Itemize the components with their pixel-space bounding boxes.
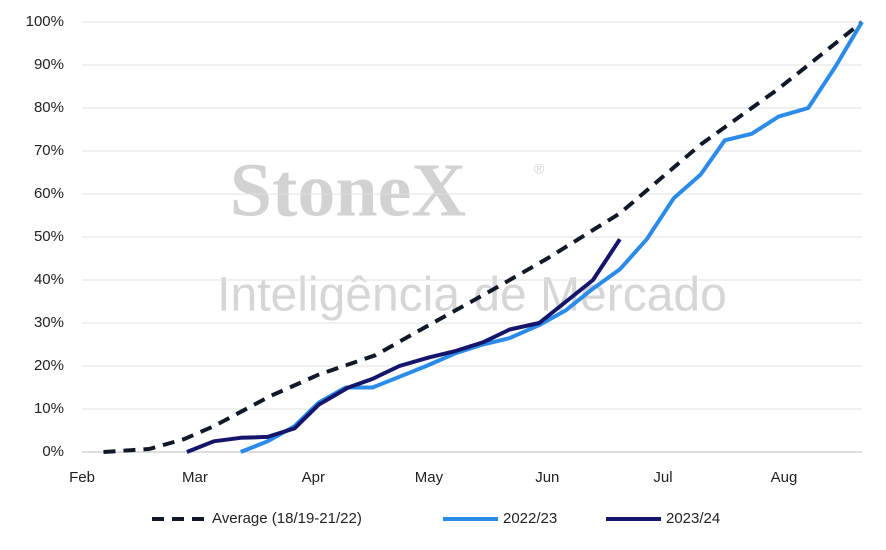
x-tick-label: May (415, 469, 444, 486)
watermark-tagline: Inteligência de Mercado (217, 269, 727, 322)
x-tick-label: Aug (771, 469, 798, 486)
y-tick-label: 30% (34, 314, 64, 331)
y-tick-label: 80% (34, 99, 64, 116)
y-tick-label: 20% (34, 357, 64, 374)
y-tick-label: 50% (34, 228, 64, 245)
x-tick-label: Jul (653, 469, 672, 486)
y-tick-label: 70% (34, 142, 64, 159)
legend-label: 2022/23 (503, 510, 557, 527)
y-tick-label: 90% (34, 56, 64, 73)
y-tick-label: 0% (42, 443, 64, 460)
series-line (186, 238, 622, 454)
x-tick-label: Feb (69, 469, 95, 486)
y-tick-label: 10% (34, 400, 64, 417)
x-tick-label: Apr (302, 469, 325, 486)
y-tick-label: 100% (26, 13, 64, 30)
legend-label: 2023/24 (666, 510, 720, 527)
x-tick-label: Jun (535, 469, 559, 486)
legend-label: Average (18/19-21/22) (212, 510, 362, 527)
y-tick-label: 40% (34, 271, 64, 288)
series-line (103, 20, 864, 454)
watermark-registered: ® (534, 161, 545, 177)
y-tick-label: 60% (34, 185, 64, 202)
x-tick-label: Mar (182, 469, 208, 486)
watermark-brand: StoneX (230, 148, 466, 232)
